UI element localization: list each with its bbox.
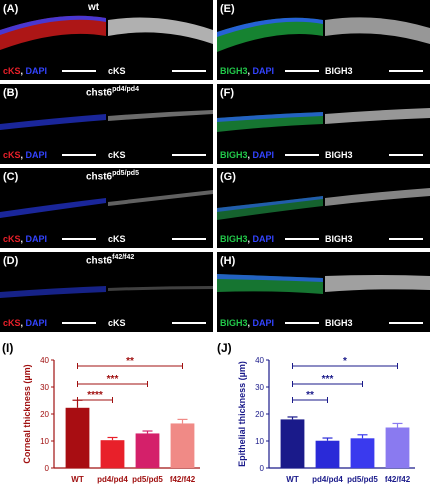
y-tick-label: 0 <box>45 464 50 473</box>
stain-label: BIGH3 <box>325 66 353 76</box>
y-axis-label: Epithelial thickness (µm) <box>237 361 247 467</box>
x-tick-label: WT <box>71 475 84 484</box>
scale-bar <box>62 154 96 156</box>
bar <box>385 427 410 468</box>
significance-label: **** <box>87 390 103 401</box>
stain-label: cKS <box>108 66 126 76</box>
bar <box>65 407 90 468</box>
significance-label: *** <box>107 374 119 385</box>
panel-label: (E) <box>220 3 235 15</box>
cornea-image-bigh3-f42 <box>217 274 430 294</box>
scale-bar <box>172 70 206 72</box>
panel-h: (H) BIGH3, DAPI BIGH3 <box>217 252 430 332</box>
bar <box>280 419 305 468</box>
panel-g: (G) BIGH3, DAPI BIGH3 <box>217 168 430 248</box>
panel-label: (J) <box>217 341 232 355</box>
panel-label: (F) <box>220 87 235 99</box>
scale-bar <box>62 322 96 324</box>
stain-legend: cKS, DAPI <box>3 66 48 76</box>
scale-bar <box>389 154 423 156</box>
panel-b: (B) chst6pd4/pd4 cKS, DAPI cKS <box>0 84 213 164</box>
scale-bar <box>62 238 96 240</box>
chart-corneal-thickness: (I) 0 10 20 30 40 Corneal thickness (µm) WT pd4/… <box>2 341 200 484</box>
cornea-image-bigh3-wt <box>217 17 430 52</box>
panel-title: chst6pd4/pd4 <box>86 86 139 99</box>
stain-legend: cKS, DAPI <box>3 318 48 328</box>
x-tick-label: pd5/pd5 <box>347 475 378 484</box>
x-tick-label: f42/f42 <box>170 475 196 484</box>
y-tick-label: 10 <box>255 437 264 446</box>
panel-label: (D) <box>3 255 19 267</box>
scale-bar <box>285 70 319 72</box>
x-tick-label: f42/f42 <box>385 475 411 484</box>
y-axis-label: Corneal thickness (µm) <box>22 364 32 463</box>
stain-legend: cKS, DAPI <box>3 150 48 160</box>
panel-label: (B) <box>3 87 19 99</box>
panel-title: chst6f42/f42 <box>86 254 135 267</box>
stain-label: cKS <box>108 234 126 244</box>
scale-bar <box>285 154 319 156</box>
y-tick-label: 40 <box>40 356 49 365</box>
bar <box>100 440 125 468</box>
panel-a: (A) wt cKS, DAPI cKS <box>0 0 213 80</box>
panel-title: wt <box>88 2 100 13</box>
panel-label: (G) <box>220 171 236 183</box>
significance-label: ** <box>306 390 314 401</box>
cornea-image-ks-wt <box>0 15 213 50</box>
cornea-image-ks-f42 <box>0 286 213 298</box>
x-tick-label: WT <box>286 475 299 484</box>
x-tick-label: pd4/pd4 <box>97 475 128 484</box>
cornea-image-ks-pd4 <box>0 110 213 130</box>
y-tick-label: 20 <box>255 410 264 419</box>
bar <box>315 440 340 468</box>
chart-epithelial-thickness: (J) 0 10 20 30 40 Epithelial thickness (µm) WT p… <box>217 341 415 484</box>
bar <box>135 433 160 468</box>
x-tick-label: pd5/pd5 <box>132 475 163 484</box>
panel-label: (I) <box>2 341 13 355</box>
y-tick-label: 30 <box>40 383 49 392</box>
scale-bar <box>389 238 423 240</box>
scale-bar <box>389 322 423 324</box>
y-tick-label: 20 <box>40 410 49 419</box>
panel-e: (E) BIGH3, DAPI BIGH3 <box>217 0 430 80</box>
scale-bar <box>285 322 319 324</box>
cornea-image-bigh3-pd4 <box>217 108 430 132</box>
panel-c: (C) chst6pd5/pd5 cKS, DAPI cKS <box>0 168 213 248</box>
stain-legend: BIGH3, DAPI <box>220 234 275 244</box>
scale-bar <box>172 322 206 324</box>
y-tick-label: 30 <box>255 383 264 392</box>
cornea-image-bigh3-pd5 <box>217 188 430 220</box>
y-tick-label: 0 <box>260 464 265 473</box>
panel-label: (A) <box>3 3 19 15</box>
stain-label: BIGH3 <box>325 150 353 160</box>
cornea-image-ks-pd5 <box>0 190 213 218</box>
stain-legend: BIGH3, DAPI <box>220 150 275 160</box>
stain-legend: BIGH3, DAPI <box>220 318 275 328</box>
bar <box>350 438 375 468</box>
stain-label: BIGH3 <box>325 234 353 244</box>
stain-label: cKS <box>108 318 126 328</box>
panel-label: (H) <box>220 255 236 267</box>
y-tick-label: 10 <box>40 437 49 446</box>
scale-bar <box>172 154 206 156</box>
significance-label: * <box>343 356 347 367</box>
y-tick-label: 40 <box>255 356 264 365</box>
stain-label: cKS <box>108 150 126 160</box>
scale-bar <box>172 238 206 240</box>
scale-bar <box>62 70 96 72</box>
scale-bar <box>389 70 423 72</box>
panel-label: (C) <box>3 171 19 183</box>
stain-legend: cKS, DAPI <box>3 234 48 244</box>
panel-title: chst6pd5/pd5 <box>86 170 139 183</box>
stain-legend: BIGH3, DAPI <box>220 66 275 76</box>
panel-d: (D) chst6f42/f42 cKS, DAPI cKS <box>0 252 213 332</box>
stain-label: BIGH3 <box>325 318 353 328</box>
significance-label: ** <box>126 356 134 367</box>
bar <box>170 423 195 468</box>
significance-label: *** <box>322 374 334 385</box>
panel-f: (F) BIGH3, DAPI BIGH3 <box>217 84 430 164</box>
x-tick-label: pd4/pd4 <box>312 475 343 484</box>
scale-bar <box>285 238 319 240</box>
